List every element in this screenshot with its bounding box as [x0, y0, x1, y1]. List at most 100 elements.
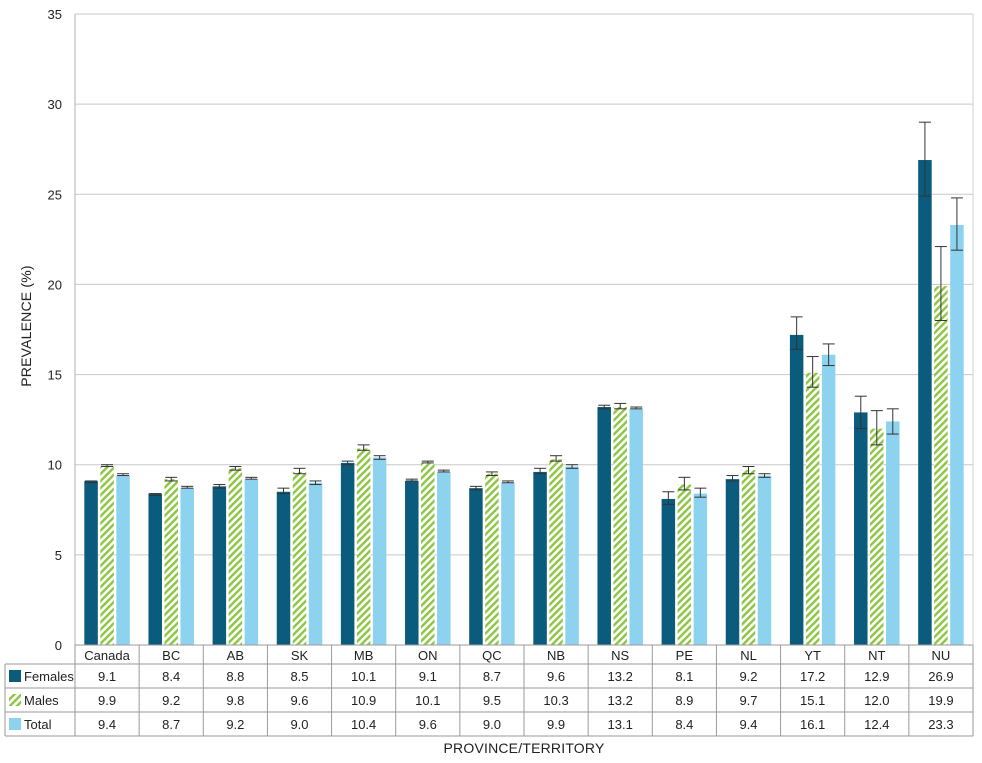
error-bar — [758, 473, 771, 478]
data-label: 13.2 — [608, 693, 633, 708]
error-bar — [165, 476, 178, 482]
data-label: 13.1 — [608, 717, 633, 732]
legend-swatch-total — [9, 718, 21, 730]
error-bar — [421, 460, 434, 464]
y-tick-label: 5 — [55, 548, 62, 563]
data-label: 8.7 — [162, 717, 180, 732]
bar-females-pe — [661, 498, 676, 645]
error-bar — [101, 464, 114, 468]
data-label: 9.4 — [98, 717, 116, 732]
data-label: 26.9 — [928, 669, 953, 684]
data-label: 8.7 — [483, 669, 501, 684]
error-bar — [886, 408, 899, 435]
error-bar — [918, 121, 931, 197]
bar-males-nl — [741, 470, 756, 645]
gridlines — [74, 13, 974, 646]
bar-females-ab — [212, 486, 227, 645]
error-bar — [405, 478, 418, 482]
bar-total-nl — [757, 475, 772, 645]
data-label: 9.2 — [739, 669, 757, 684]
data-label: 9.6 — [547, 669, 565, 684]
data-label: 9.1 — [419, 669, 437, 684]
x-tick-label: SK — [291, 648, 309, 663]
x-axis-title: PROVINCE/TERRITORY — [444, 740, 605, 756]
data-label: 12.4 — [864, 717, 889, 732]
error-bar — [293, 467, 306, 475]
error-bar — [614, 402, 627, 410]
error-bar — [566, 464, 579, 469]
data-label: 10.1 — [351, 669, 376, 684]
data-label: 9.6 — [419, 717, 437, 732]
error-bar — [485, 471, 498, 477]
bar-total-nt — [886, 421, 900, 645]
error-bar — [501, 480, 514, 484]
x-tick-label: MB — [354, 648, 374, 663]
y-tick-label: 0 — [55, 638, 62, 653]
x-tick-label: NT — [868, 648, 885, 663]
x-tick-label: ON — [418, 648, 438, 663]
bar-males-sk — [292, 471, 307, 645]
y-tick-label: 35 — [48, 7, 62, 22]
data-table: Canada BC AB SK MB ON QC NB NS PE NL YT NT NU Females 9… — [4, 644, 974, 737]
data-label: 9.0 — [290, 717, 308, 732]
data-label: 9.9 — [98, 693, 116, 708]
error-bar — [341, 460, 354, 466]
x-tick-label: NS — [611, 648, 629, 663]
error-bar — [726, 475, 739, 482]
error-bar — [694, 487, 707, 498]
bar-total-ab — [244, 479, 259, 645]
bar-total-qc — [501, 482, 515, 645]
error-bar — [117, 473, 130, 477]
data-label: 8.4 — [162, 669, 180, 684]
bar-females-bc — [148, 493, 162, 645]
error-bar — [742, 466, 755, 475]
error-bar — [245, 476, 258, 480]
bar-males-on — [421, 462, 435, 645]
x-tick-label: NL — [740, 648, 757, 663]
data-label: 9.1 — [98, 669, 116, 684]
error-bar — [213, 484, 226, 489]
bar-total-ns — [629, 408, 643, 645]
error-bar — [806, 356, 819, 388]
error-bar — [469, 485, 482, 491]
bar-total-canada — [116, 475, 130, 645]
data-label: 10.3 — [543, 693, 568, 708]
data-label: 9.9 — [547, 717, 565, 732]
error-bar — [437, 469, 450, 473]
data-label: 8.4 — [675, 717, 693, 732]
bar-males-bc — [164, 479, 178, 645]
error-bar — [309, 480, 322, 486]
bar-males-pe — [677, 484, 692, 645]
data-label: 19.9 — [928, 693, 953, 708]
bar-males-nu — [934, 286, 948, 645]
error-bar — [598, 404, 611, 410]
bar-males-nt — [870, 428, 884, 645]
data-label: 9.7 — [739, 693, 757, 708]
bar-females-ns — [597, 407, 611, 645]
error-bar — [950, 197, 963, 251]
data-label: 9.4 — [739, 717, 757, 732]
bar-males-ab — [228, 468, 243, 645]
error-bar — [854, 395, 867, 430]
error-bar — [149, 493, 162, 496]
data-label: 13.2 — [608, 669, 633, 684]
legend-label-females: Females — [24, 669, 74, 684]
bar-females-canada — [84, 480, 98, 645]
y-axis-title: PREVALENCE (%) — [18, 265, 34, 387]
data-label: 8.9 — [675, 693, 693, 708]
x-tick-label: NB — [547, 648, 565, 663]
y-tick-label: 10 — [48, 458, 62, 473]
data-label: 9.5 — [483, 693, 501, 708]
data-label: 10.4 — [351, 717, 376, 732]
data-label: 17.2 — [800, 669, 825, 684]
bar-total-on — [437, 471, 451, 645]
error-bar — [870, 410, 883, 446]
y-tick-label: 25 — [48, 187, 62, 202]
data-label: 12.9 — [864, 669, 889, 684]
bar-females-qc — [469, 488, 483, 645]
error-bar — [181, 485, 194, 489]
data-label: 8.5 — [290, 669, 308, 684]
data-label: 15.1 — [800, 693, 825, 708]
error-bar — [662, 491, 675, 505]
bar-females-nu — [918, 160, 932, 645]
